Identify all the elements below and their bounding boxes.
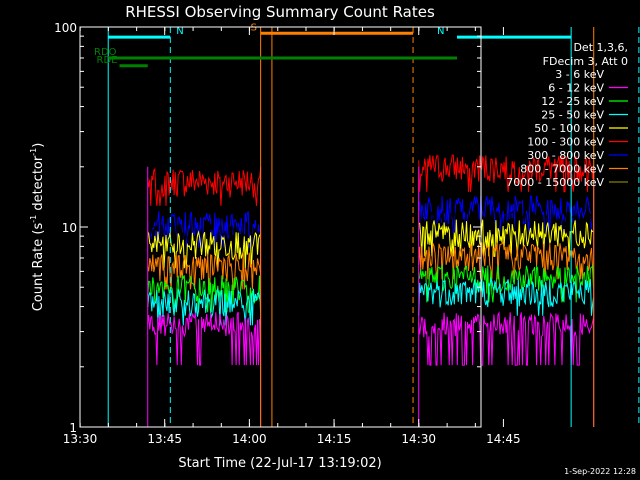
legend-label: 300 - 800 keV xyxy=(527,149,604,162)
x-tick-label: 14:30 xyxy=(401,432,436,446)
legend-label: 12 - 25 keV xyxy=(541,95,604,108)
legend-header-1: Det 1,3,6, xyxy=(573,41,628,54)
x-tick-label: 14:45 xyxy=(486,432,521,446)
legend-header-2: FDecim 3, Att 0 xyxy=(543,55,628,68)
x-tick-label: 14:00 xyxy=(232,432,267,446)
plot-frame xyxy=(79,26,482,428)
legend-label: 6 - 12 keV xyxy=(548,82,604,95)
series-line-3-1 xyxy=(418,219,594,257)
series-line-7-0 xyxy=(147,311,261,366)
x-tick-label: 13:45 xyxy=(147,432,182,446)
legend-label: 25 - 50 keV xyxy=(541,109,604,122)
series-line-0-0 xyxy=(147,167,261,206)
series-line-6-1 xyxy=(418,277,594,316)
legend-label: 50 - 100 keV xyxy=(534,122,604,135)
series-line-6-0 xyxy=(147,288,261,326)
x-tick-label: 13:30 xyxy=(63,432,98,446)
legend-label: 100 - 300 keV xyxy=(527,136,604,149)
y-axis-label: Count Rate (s-1 detector-1) xyxy=(29,143,46,312)
x-tick-label: 14:15 xyxy=(317,432,352,446)
chart-title: RHESSI Observing Summary Count Rates xyxy=(125,3,435,21)
series-line-4-0 xyxy=(147,252,261,290)
legend-label: 3 - 6 keV xyxy=(555,68,604,81)
flag-label-n: N xyxy=(437,26,444,37)
flag-label-s: S xyxy=(251,22,257,33)
y-tick-label: 10 xyxy=(62,221,77,235)
series-line-4-1 xyxy=(418,241,594,280)
axes-layer: 13:30 13:45 14:00 14:15 14:30 14:45 100 10 1 xyxy=(54,21,521,446)
series-layer xyxy=(147,154,595,427)
flag-label-n: N xyxy=(176,26,183,37)
series-line-7-1 xyxy=(418,311,594,366)
series-line-0-1 xyxy=(418,154,594,193)
flag-label-rdo: RDO xyxy=(94,47,117,58)
x-axis-label: Start Time (22-Jul-17 13:19:02) xyxy=(178,456,381,471)
series-line-3-0 xyxy=(147,230,261,269)
legend-label: 800 - 7000 keV xyxy=(520,163,604,176)
series-line-5-0 xyxy=(147,275,261,313)
y-tick-label: 100 xyxy=(54,21,77,35)
series-line-2-1 xyxy=(418,209,594,249)
flag-label-rde: RDE xyxy=(97,55,118,66)
y-tick-label: 1 xyxy=(69,421,77,435)
footer-date: 1-Sep-2022 12:28 xyxy=(564,467,636,476)
legend-label: 7000 - 15000 keV xyxy=(506,176,604,189)
marker-lines-layer xyxy=(107,27,640,427)
series-line-5-1 xyxy=(418,264,594,303)
